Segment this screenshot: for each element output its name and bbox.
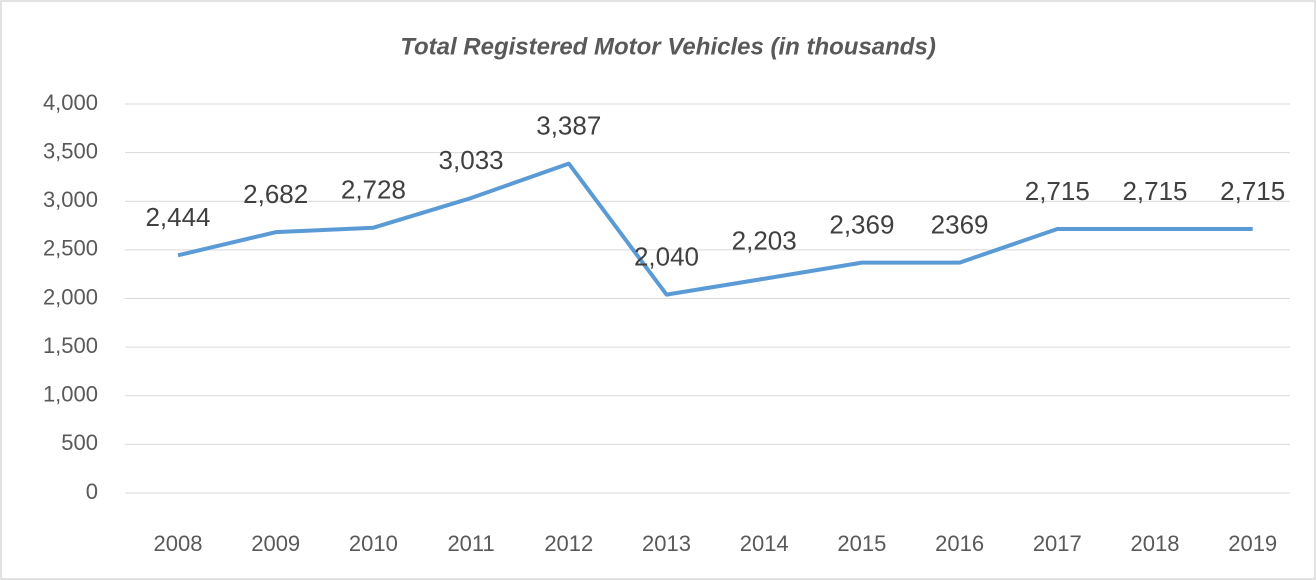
data-label: 2,715 bbox=[1025, 176, 1090, 206]
y-tick-label: 0 bbox=[86, 479, 98, 504]
data-label: 2,715 bbox=[1220, 176, 1285, 206]
data-label: 2,444 bbox=[145, 202, 210, 232]
y-tick-label: 1,000 bbox=[43, 382, 98, 407]
data-line bbox=[177, 161, 1253, 297]
y-tick-label: 4,000 bbox=[43, 90, 98, 115]
y-tick-label: 2,500 bbox=[43, 236, 98, 261]
x-tick-label: 2011 bbox=[447, 531, 494, 556]
x-tick-label: 2017 bbox=[1033, 531, 1082, 556]
data-label: 2,040 bbox=[634, 241, 699, 271]
x-tick-label: 2010 bbox=[349, 531, 398, 556]
data-label: 2,715 bbox=[1122, 176, 1187, 206]
x-tick-label: 2018 bbox=[1131, 531, 1180, 556]
y-tick-label: 2,000 bbox=[43, 284, 98, 309]
data-label: 2,728 bbox=[341, 175, 406, 205]
x-tick-label: 2014 bbox=[740, 531, 789, 556]
y-tick-label: 3,000 bbox=[43, 187, 98, 212]
data-label: 2369 bbox=[931, 209, 989, 239]
x-tick-label: 2016 bbox=[935, 531, 984, 556]
data-label: 3,033 bbox=[439, 145, 504, 175]
x-tick-label: 2008 bbox=[154, 531, 203, 556]
data-label: 2,369 bbox=[829, 209, 894, 239]
x-tick-label: 2015 bbox=[837, 531, 886, 556]
x-tick-label: 2012 bbox=[544, 531, 593, 556]
x-tick-label: 2013 bbox=[642, 531, 691, 556]
y-tick-label: 3,500 bbox=[43, 138, 98, 163]
x-tick-label: 2009 bbox=[251, 531, 300, 556]
y-tick-label: 1,500 bbox=[43, 333, 98, 358]
x-tick-label: 2019 bbox=[1228, 531, 1277, 556]
y-tick-label: 500 bbox=[61, 430, 98, 455]
data-label: 2,682 bbox=[243, 179, 308, 209]
chart-title: Total Registered Motor Vehicles (in thou… bbox=[400, 33, 936, 60]
data-label: 2,203 bbox=[732, 226, 797, 256]
data-label: 3,387 bbox=[536, 110, 601, 140]
